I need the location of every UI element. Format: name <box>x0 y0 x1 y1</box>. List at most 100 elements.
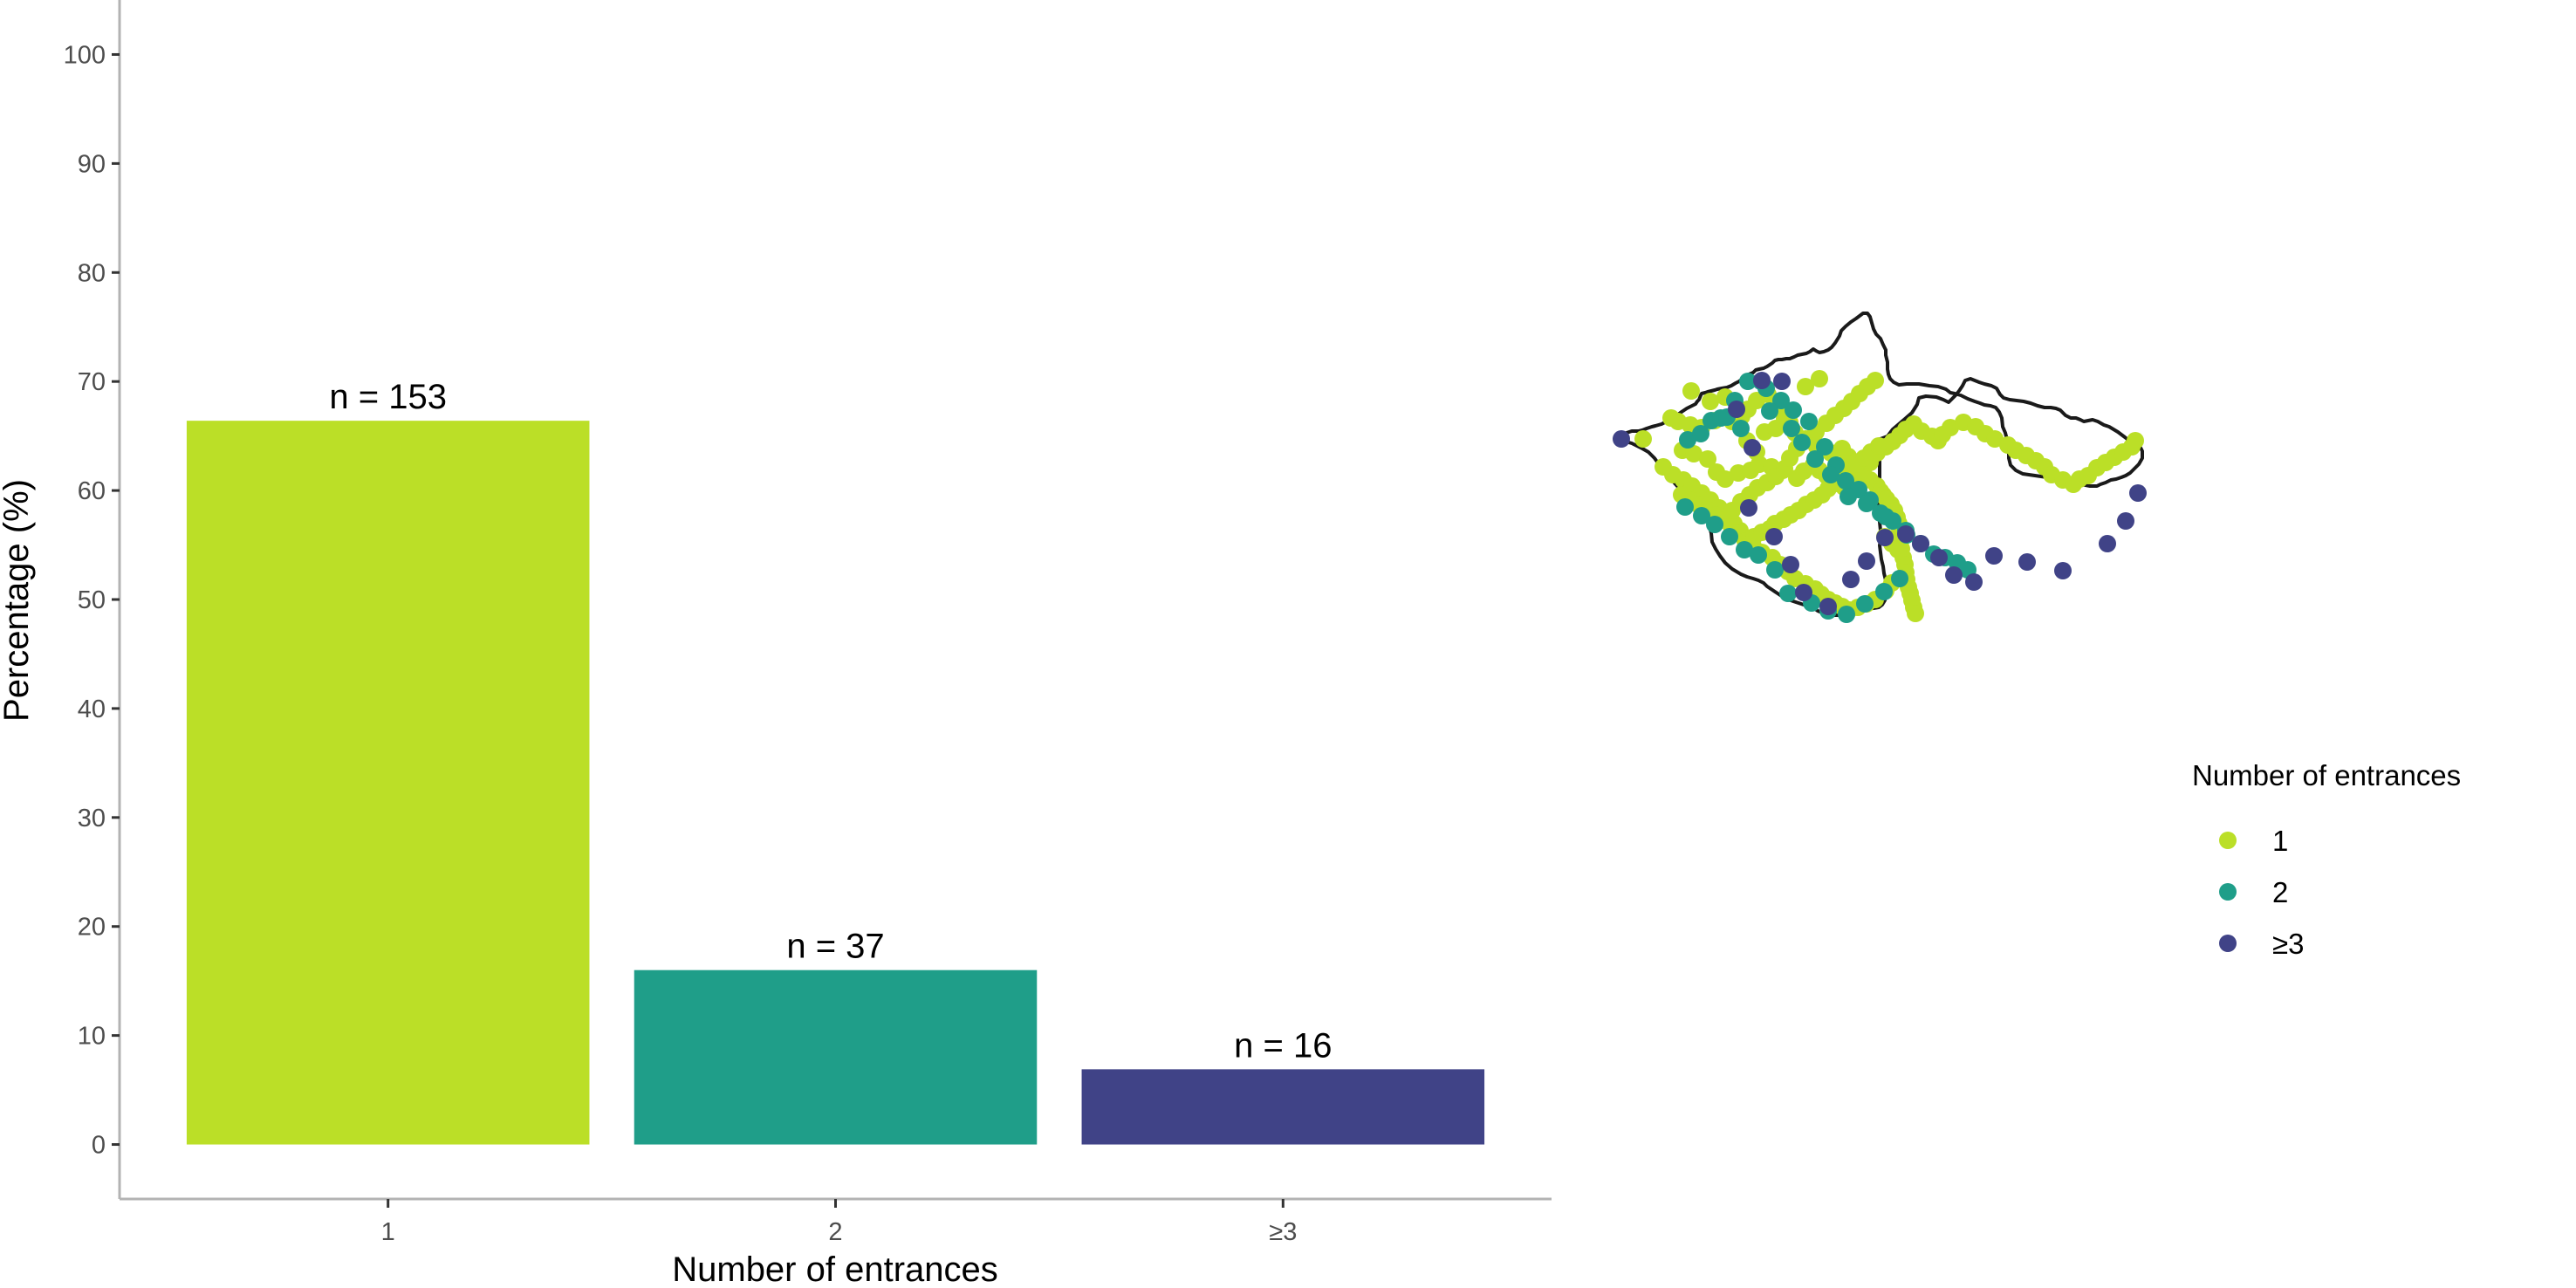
location-point <box>1930 549 1948 566</box>
x-axis-title: Number of entrances <box>672 1250 998 1288</box>
map-points <box>1613 370 2147 623</box>
legend-label: 1 <box>2272 825 2288 857</box>
x-tick-label: 2 <box>828 1218 842 1246</box>
location-point <box>1795 584 1812 601</box>
location-point <box>1772 392 1790 409</box>
location-point <box>1840 488 1857 505</box>
location-point <box>2054 562 2072 579</box>
bar-count-label: n = 37 <box>786 928 884 966</box>
location-point <box>1985 547 2003 565</box>
location-point <box>1945 566 1963 584</box>
location-point <box>1870 437 1887 455</box>
y-tick-label: 80 <box>78 259 106 287</box>
y-tick-label: 90 <box>78 150 106 178</box>
location-point <box>1702 393 1719 410</box>
legend-items: 1 2 ≥3 <box>2219 825 2304 960</box>
legend-label: 2 <box>2272 876 2288 908</box>
legend-title: Number of entrances <box>2192 759 2461 791</box>
location-point <box>1753 372 1771 389</box>
location-point <box>1706 516 1723 533</box>
location-point <box>1986 430 2004 448</box>
location-point <box>1806 450 1824 468</box>
location-point <box>1732 420 1750 437</box>
location-point <box>1876 529 1894 546</box>
location-point <box>1783 420 1800 437</box>
y-tick-label: 30 <box>78 805 106 832</box>
location-point <box>2127 432 2144 449</box>
location-point <box>1889 541 1907 558</box>
y-axis-title: Percentage (%) <box>0 479 36 722</box>
region-boundary <box>1619 312 2144 617</box>
location-point <box>1842 571 1860 588</box>
location-point <box>1822 466 1840 483</box>
location-point <box>1721 528 1738 545</box>
location-point <box>1736 541 1753 558</box>
y-axis-ticks: 0 10 20 30 40 50 60 70 80 90 100 <box>64 41 120 1160</box>
bars: n = 153 n = 37 n = 16 <box>186 378 1485 1145</box>
x-tick-label: ≥3 <box>1269 1218 1297 1246</box>
location-point <box>1782 556 1799 573</box>
location-point <box>1942 419 1959 436</box>
location-point <box>2117 512 2134 530</box>
location-point <box>1856 595 1874 613</box>
location-point <box>1779 585 1797 602</box>
location-point <box>1912 535 1929 552</box>
location-point <box>1761 402 1778 420</box>
legend-label: ≥3 <box>2272 928 2304 960</box>
location-point <box>2129 484 2147 502</box>
location-point <box>1744 439 1761 456</box>
location-point <box>2018 553 2036 571</box>
location-point <box>1965 573 1983 591</box>
location-point <box>1693 507 1710 524</box>
location-point <box>1613 430 1630 448</box>
y-tick-label: 0 <box>92 1132 106 1160</box>
location-point <box>1699 450 1716 468</box>
location-point <box>2099 535 2116 552</box>
location-point <box>1837 472 1854 490</box>
bar-count-label: n = 16 <box>1234 1026 1332 1065</box>
bar-count-label: n = 153 <box>329 378 447 416</box>
location-point <box>1785 401 1802 419</box>
location-point <box>1797 378 1814 395</box>
location-point <box>1765 528 1783 545</box>
map-panel <box>1613 312 2147 623</box>
location-point <box>1816 438 1833 456</box>
legend-swatch <box>2219 883 2237 901</box>
location-point <box>1877 508 1894 525</box>
location-point <box>1682 382 1700 400</box>
location-point <box>1750 546 1767 564</box>
bar <box>634 969 1038 1145</box>
y-tick-label: 70 <box>78 368 106 396</box>
location-point <box>1676 498 1694 516</box>
location-point <box>1728 401 1745 418</box>
location-point <box>1875 583 1893 600</box>
legend-swatch <box>2219 935 2237 952</box>
location-point <box>1867 372 1884 389</box>
location-point <box>1685 445 1702 462</box>
location-point <box>1739 373 1757 390</box>
y-tick-label: 50 <box>78 586 106 614</box>
y-tick-label: 20 <box>78 914 106 942</box>
location-point <box>1793 434 1811 451</box>
location-point <box>1811 370 1828 387</box>
location-point <box>1773 373 1791 390</box>
location-point <box>1679 431 1696 449</box>
location-point <box>1897 525 1915 543</box>
location-point <box>1891 570 1908 587</box>
location-point <box>1819 598 1837 615</box>
location-point <box>1800 413 1818 430</box>
location-point <box>1838 606 1855 623</box>
y-tick-label: 40 <box>78 695 106 723</box>
location-point <box>1907 605 1924 622</box>
y-tick-label: 60 <box>78 477 106 505</box>
location-point <box>1740 499 1757 517</box>
x-tick-label: 1 <box>381 1218 395 1246</box>
bar <box>186 421 590 1145</box>
x-axis-ticks: 1 2 ≥3 <box>381 1199 1297 1246</box>
y-tick-label: 100 <box>64 41 106 69</box>
y-tick-label: 10 <box>78 1023 106 1051</box>
location-point <box>1634 430 1652 448</box>
location-point <box>1858 552 1875 570</box>
